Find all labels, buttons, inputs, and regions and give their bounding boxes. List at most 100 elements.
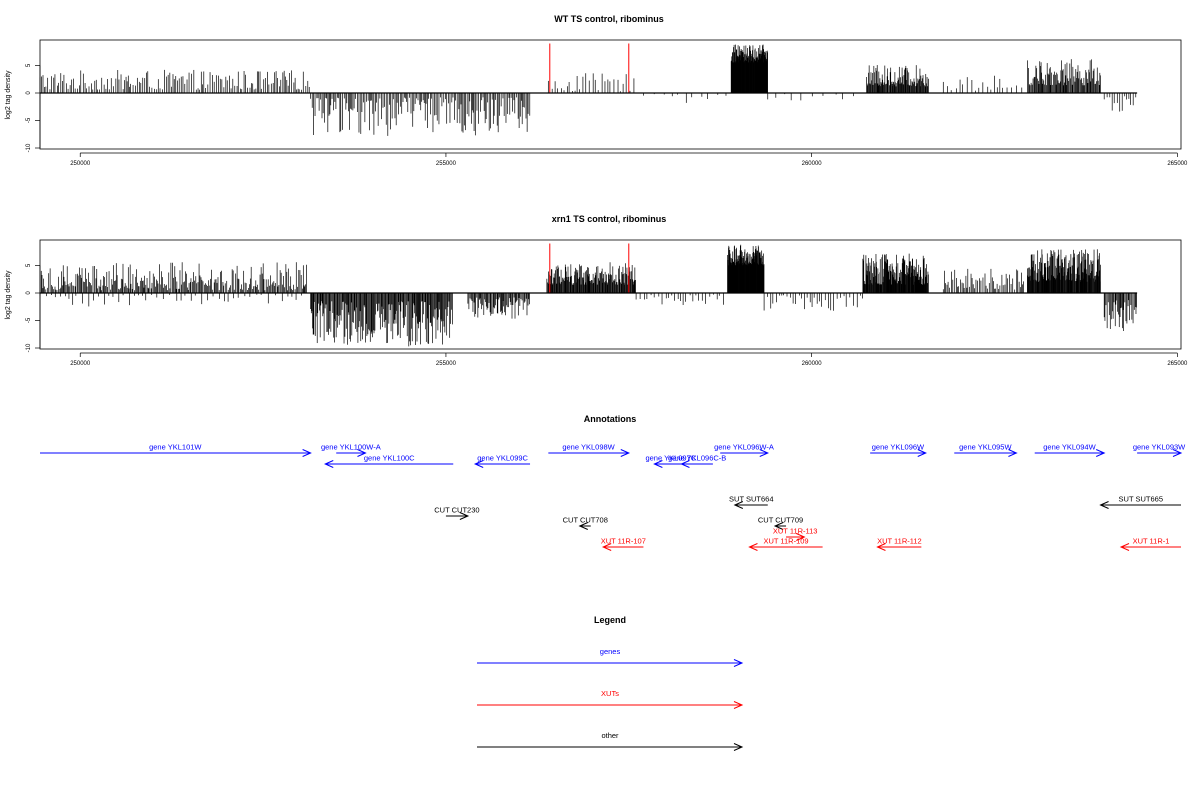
arrow-head [773, 522, 784, 530]
arrow-head [876, 543, 886, 551]
feature-arrow [870, 449, 927, 457]
feature-arrow [680, 460, 713, 468]
feature-label: CUT CUT709 [758, 516, 803, 525]
arrow-head [578, 522, 588, 530]
x-tick-label: 265000 [1167, 361, 1188, 367]
arrow-head [796, 533, 806, 541]
feature-arrow [954, 449, 1018, 457]
feature-arrow [1137, 449, 1183, 457]
y-tick-label: -10 [26, 143, 32, 152]
arrow-head [733, 701, 744, 709]
arrow-head [1008, 449, 1018, 457]
legend-entries: genes XUTs other [477, 647, 744, 751]
feature-label: gene YKL100W-A [321, 443, 381, 452]
feature-arrow [578, 522, 591, 530]
xrn1-coverage-plot: xrn1 TS control, ribominus -10 -5 0 5 25000… [5, 214, 1188, 367]
feature-arrow [336, 449, 367, 457]
arrow-head [759, 449, 770, 457]
feature-label: gene YKL096C-B [668, 454, 726, 463]
feature-label: gene YKL096W [872, 443, 925, 452]
arrow-head [357, 449, 367, 457]
x-tick-label: 250000 [70, 361, 91, 367]
x-tick-label: 250000 [70, 161, 91, 167]
arrow-head [620, 449, 631, 457]
feature-label: gene YKL096W-A [714, 443, 774, 452]
legend-entry: other [477, 731, 744, 751]
y-axis-label: log2 tag density [5, 70, 12, 120]
y-tick-label: 5 [26, 263, 32, 267]
feature-label: gene YKL101W [149, 443, 202, 452]
feature-label: gene YKL100C [364, 454, 415, 463]
highlight-lines [549, 243, 630, 293]
y-tick-label: 5 [26, 63, 32, 67]
feature-label: XUT 11R-109 [763, 537, 808, 546]
feature-label: gene YKL097C [645, 454, 696, 463]
plot-title: WT TS control, ribominus [554, 14, 664, 24]
y-tick-label: -5 [26, 317, 32, 323]
arrow-head [459, 512, 470, 520]
arrow-head [1119, 543, 1130, 551]
plot-title: xrn1 TS control, ribominus [552, 214, 667, 224]
legend-arrow [477, 659, 744, 667]
feature-arrow [1099, 501, 1181, 509]
arrow-head [1172, 449, 1183, 457]
feature-arrow [876, 543, 922, 551]
arrow-head [1096, 449, 1106, 457]
legend-label: other [601, 731, 619, 740]
feature-arrow [548, 449, 631, 457]
feature-arrow [473, 460, 531, 468]
arrow-head [733, 659, 744, 667]
arrow-head [324, 460, 334, 468]
feature-arrow [601, 543, 644, 551]
legend-entry: XUTs [477, 689, 744, 709]
y-axis-label: log2 tag density [5, 270, 12, 320]
feature-label: gene YKL093W [1133, 443, 1186, 452]
feature-label: XUT 11R-107 [601, 537, 646, 546]
feature-label: gene YKL099C [477, 454, 528, 463]
x-axis: 250000 255000 260000 265000 [70, 352, 1188, 367]
feature-arrow [445, 512, 470, 520]
feature-arrow [720, 449, 770, 457]
x-tick-label: 255000 [436, 361, 457, 367]
feature-arrow [40, 449, 312, 457]
arrow-head [473, 460, 484, 468]
arrow-head [733, 501, 744, 509]
arrow-head [917, 449, 927, 457]
arrow-head [653, 460, 663, 468]
feature-arrow [773, 522, 787, 530]
y-axis: -10 -5 0 5 [26, 63, 41, 152]
feature-label: gene YKL095W [959, 443, 1012, 452]
y-tick-label: -10 [26, 343, 32, 352]
legend-entry: genes [477, 647, 744, 667]
feature-label: SUT SUT664 [729, 495, 773, 504]
feature-arrow [786, 533, 806, 541]
feature-label: gene YKL098W [562, 443, 615, 452]
feature-label: XUT 11R-113 [773, 527, 818, 536]
feature-label: CUT CUT708 [563, 516, 608, 525]
arrow-head [302, 449, 312, 457]
y-tick-label: 0 [26, 291, 32, 295]
arrow-head [601, 543, 612, 551]
legend: Legend genes XUTs other [477, 615, 744, 751]
x-tick-label: 260000 [802, 161, 823, 167]
arrow-head [680, 460, 690, 468]
arrow-head [733, 743, 744, 751]
plot-frame [39, 39, 1182, 150]
plot-frame [39, 239, 1182, 350]
legend-title: Legend [594, 615, 626, 625]
feature-arrow [324, 460, 454, 468]
legend-label: XUTs [601, 689, 619, 698]
coverage-bars [39, 244, 1137, 347]
annotation-track: Annotations gene YKL101W gene YKL100W-Age… [40, 414, 1186, 551]
feature-label: XUT 11R-112 [877, 537, 922, 546]
arrow-head [748, 543, 758, 551]
feature-arrow [1119, 543, 1181, 551]
feature-label: XUT 11R-1 [1133, 537, 1170, 546]
feature-label: gene YKL094W [1043, 443, 1096, 452]
legend-arrow [477, 701, 744, 709]
y-tick-label: -5 [26, 117, 32, 123]
feature-label: SUT SUT665 [1119, 495, 1163, 504]
arrow-head [1099, 501, 1109, 509]
x-axis: 250000 255000 260000 265000 [70, 152, 1188, 167]
